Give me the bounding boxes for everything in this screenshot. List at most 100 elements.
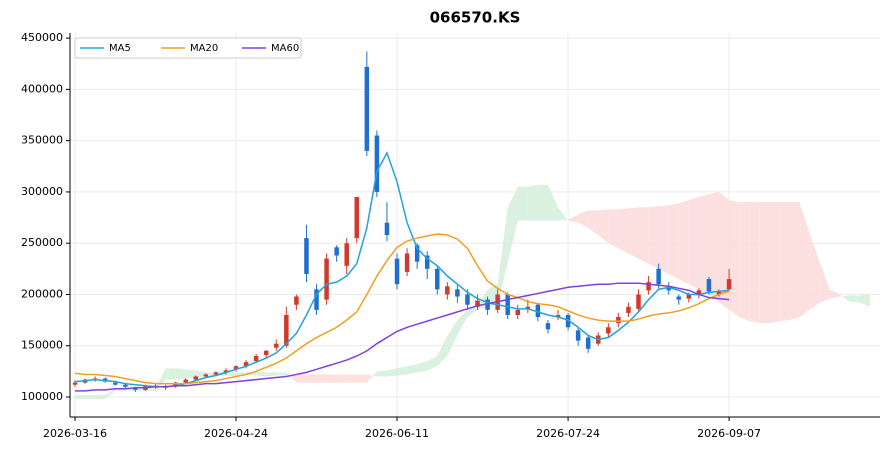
x-tick-label: 2026-03-16	[43, 427, 107, 440]
candle-body	[636, 294, 641, 309]
cloud-segment	[397, 366, 408, 376]
candle-body	[263, 350, 269, 355]
candle-body	[384, 222, 390, 235]
cloud-segment	[437, 335, 448, 367]
candle-body	[535, 304, 541, 318]
candle-body	[113, 382, 118, 385]
cloud-segment	[698, 193, 709, 295]
x-tick-label: 2026-04-24	[204, 427, 268, 440]
y-tick-label: 400000	[21, 82, 63, 95]
cloud-segment	[155, 368, 166, 391]
cloud-segment	[467, 304, 478, 318]
candle-body	[183, 379, 188, 383]
cloud-segment	[547, 184, 559, 221]
candle-body	[394, 258, 400, 285]
candle-body	[253, 355, 259, 362]
candle-body	[676, 296, 682, 300]
legend-label: MA60	[271, 43, 299, 54]
cloud-segment	[306, 374, 317, 383]
ma-line	[75, 282, 730, 392]
candle-body	[243, 362, 249, 367]
candle-body	[485, 299, 490, 310]
cloud-segment	[859, 294, 870, 307]
cloud-segment	[336, 374, 347, 383]
candle-body	[354, 197, 360, 239]
cloud-segment	[527, 184, 538, 221]
y-tick-label: 100000	[21, 390, 63, 403]
cloud-segment	[276, 372, 287, 376]
candle-body	[555, 314, 561, 318]
candle-body	[233, 366, 239, 370]
candle-body	[193, 376, 199, 380]
cloud-segment	[487, 284, 498, 307]
candle-body	[515, 309, 521, 315]
candle-body	[575, 330, 581, 341]
y-tick-label: 450000	[21, 31, 63, 44]
candle-body	[173, 382, 178, 387]
x-tick-label: 2026-07-24	[536, 427, 600, 440]
candle-body	[716, 291, 722, 295]
candle-body	[666, 286, 671, 291]
candle-body	[656, 268, 661, 285]
candle-body	[696, 290, 702, 295]
candle-body	[223, 370, 229, 373]
cloud-segment	[759, 202, 770, 324]
candle-body	[203, 374, 209, 377]
legend-box	[74, 37, 302, 59]
y-tick-label: 250000	[21, 236, 63, 249]
candle-body	[445, 286, 450, 295]
candle-body	[414, 245, 420, 262]
legend-label: MA5	[109, 43, 131, 54]
cloud-segment	[558, 207, 569, 221]
cloud-segment	[537, 184, 548, 221]
chart-title: 066570.KS	[430, 9, 521, 27]
cloud-segment	[799, 202, 810, 318]
candle-body	[72, 382, 78, 385]
candle-body	[334, 247, 339, 256]
cloud-segment	[125, 388, 136, 391]
cloud-segment	[517, 186, 528, 221]
cloud-segment	[326, 374, 337, 383]
cloud-segment	[316, 374, 327, 383]
x-tick-label: 2026-06-11	[365, 427, 429, 440]
cloud-segment	[779, 202, 790, 322]
cloud-segment	[205, 372, 216, 376]
candle-body	[424, 255, 430, 269]
cloud-segment	[668, 203, 679, 280]
cloud-segment	[749, 202, 760, 324]
candle-body	[324, 258, 329, 300]
cloud-segment	[346, 374, 357, 383]
cloud-segment	[658, 205, 669, 274]
candle-body	[133, 387, 138, 390]
cloud-segment	[286, 372, 297, 383]
candle-body	[646, 282, 651, 291]
legend-label: MA20	[190, 43, 218, 54]
y-tick-label: 150000	[21, 339, 63, 352]
cloud-segment	[165, 368, 176, 380]
cloud-segment	[417, 361, 428, 373]
cloud-segment	[85, 394, 96, 400]
cloud-segment	[427, 355, 438, 371]
cloud-segment	[75, 394, 86, 400]
candle-body	[505, 294, 510, 315]
cloud-segment	[719, 191, 730, 310]
cloud-segment	[568, 214, 579, 223]
ma-line	[74, 151, 730, 388]
cloud-segment	[578, 210, 589, 228]
cloud-segment	[688, 197, 699, 290]
cloud-segment	[588, 210, 599, 235]
cloud-segment	[628, 207, 639, 259]
cloud-segment	[497, 207, 508, 305]
cloud-segment	[739, 202, 750, 322]
candle-body	[616, 317, 621, 324]
candle-body	[284, 314, 289, 346]
candle-body	[314, 289, 319, 310]
cloud-segment	[598, 209, 609, 244]
legend: MA5 MA20 MA60	[74, 37, 302, 59]
cloud-segment	[457, 309, 468, 336]
candle-body	[465, 294, 470, 305]
cloud-segment	[507, 186, 518, 264]
cloud-segment	[386, 368, 398, 377]
cloud-segment	[678, 200, 689, 285]
